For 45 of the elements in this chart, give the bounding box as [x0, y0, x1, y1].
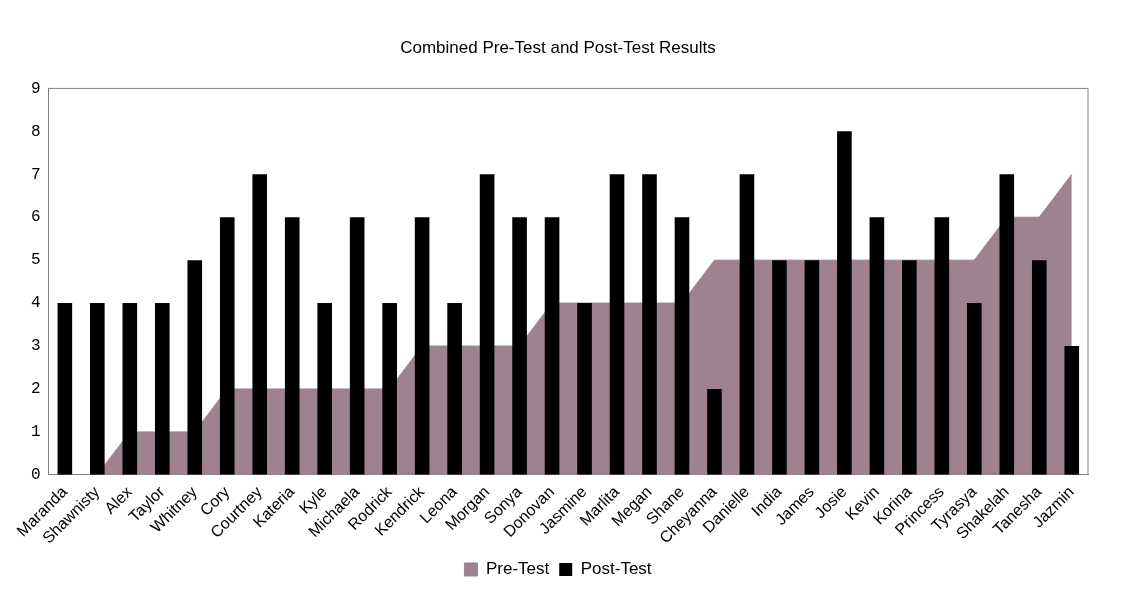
y-tick-label: 2 — [30, 380, 41, 399]
bar — [349, 217, 365, 475]
bar — [967, 303, 982, 475]
y-tick-label: 3 — [30, 337, 41, 356]
bar — [252, 174, 268, 475]
bar — [447, 303, 462, 475]
bar — [187, 260, 203, 475]
bar — [674, 217, 690, 475]
bar — [999, 174, 1015, 475]
bar — [414, 217, 430, 475]
bar — [90, 303, 105, 475]
bar — [837, 131, 852, 475]
bar — [1031, 260, 1047, 475]
bar — [707, 388, 722, 475]
y-tick-label: 4 — [30, 294, 41, 313]
chart-title: Combined Pre-Test and Post-Test Results — [400, 37, 716, 57]
bar — [382, 303, 397, 475]
bar — [219, 217, 235, 475]
bar — [154, 303, 170, 475]
bar — [284, 217, 300, 475]
bar — [934, 217, 950, 475]
y-tick-label: 7 — [30, 165, 41, 184]
bar — [317, 303, 332, 475]
bar — [739, 174, 755, 475]
legend-label: Post-Test — [580, 559, 652, 579]
bar — [609, 174, 625, 475]
bar — [902, 260, 917, 475]
bar — [512, 217, 527, 475]
legend-label: Pre-Test — [485, 559, 550, 579]
bar — [869, 217, 885, 475]
bar — [544, 217, 560, 475]
bar — [122, 303, 138, 475]
bar — [804, 260, 820, 475]
y-tick-label: 0 — [30, 466, 41, 485]
y-tick-label: 1 — [30, 423, 41, 442]
bar — [1064, 346, 1080, 475]
y-tick-label: 8 — [30, 122, 41, 141]
bar — [772, 260, 787, 475]
bar — [479, 174, 495, 475]
y-tick-label: 5 — [30, 251, 41, 270]
y-tick-label: 6 — [30, 208, 41, 227]
bar — [642, 174, 657, 475]
bar — [577, 303, 592, 475]
bar — [57, 303, 73, 475]
y-tick-label: 9 — [30, 79, 41, 98]
